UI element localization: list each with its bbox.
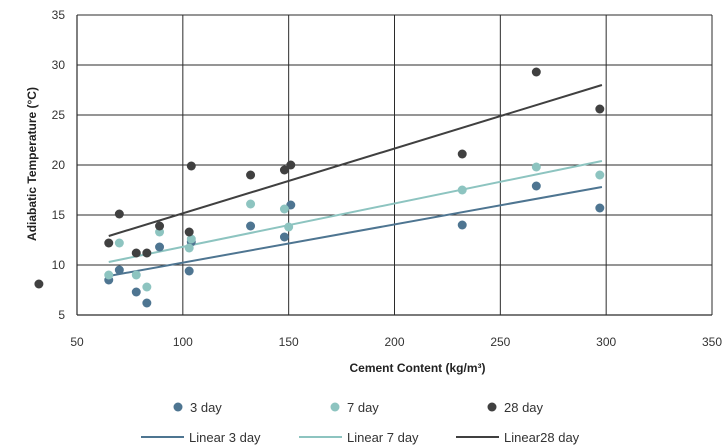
y-tick-label: 30 bbox=[52, 58, 66, 72]
data-point bbox=[286, 160, 296, 170]
data-point bbox=[131, 248, 141, 258]
y-tick-label: 15 bbox=[52, 208, 66, 222]
x-tick-label: 250 bbox=[490, 335, 510, 349]
data-point bbox=[184, 243, 194, 253]
data-point bbox=[246, 170, 256, 180]
tick-labels: 50 100 150 200 250 300 350 5 10 15 20 25 30 35 bbox=[52, 8, 723, 349]
y-tick-label: 25 bbox=[52, 108, 66, 122]
data-point bbox=[131, 287, 141, 297]
data-point bbox=[142, 282, 152, 292]
axes bbox=[76, 15, 712, 316]
data-point bbox=[246, 221, 256, 231]
data-point bbox=[155, 242, 165, 252]
data-point bbox=[246, 199, 256, 209]
data-point bbox=[186, 234, 196, 244]
y-tick-label: 10 bbox=[52, 258, 66, 272]
data-point bbox=[595, 170, 605, 180]
data-points bbox=[34, 67, 605, 308]
data-point bbox=[531, 67, 541, 77]
x-tick-label: 350 bbox=[702, 335, 722, 349]
data-point bbox=[114, 265, 124, 275]
y-tick-label: 20 bbox=[52, 158, 66, 172]
legend: 3 day 7 day 28 day Linear 3 day Linear 7 day… bbox=[141, 400, 580, 445]
x-tick-label: 100 bbox=[173, 335, 193, 349]
grid bbox=[76, 14, 713, 316]
data-point bbox=[104, 270, 114, 280]
data-point bbox=[457, 149, 467, 159]
legend-label: 7 day bbox=[347, 400, 379, 415]
data-point bbox=[114, 238, 124, 248]
x-tick-label: 50 bbox=[70, 335, 84, 349]
data-point bbox=[184, 227, 194, 237]
x-tick-label: 200 bbox=[384, 335, 404, 349]
data-point bbox=[457, 220, 467, 230]
data-point bbox=[104, 238, 114, 248]
data-point bbox=[34, 279, 44, 289]
data-point bbox=[184, 266, 194, 276]
data-point bbox=[142, 298, 152, 308]
data-point bbox=[531, 181, 541, 191]
data-point bbox=[284, 222, 294, 232]
legend-marker bbox=[173, 402, 183, 412]
trendline bbox=[108, 186, 603, 277]
data-point bbox=[595, 104, 605, 114]
x-tick-label: 150 bbox=[279, 335, 299, 349]
y-tick-label: 5 bbox=[58, 308, 65, 322]
legend-label: Linear28 day bbox=[504, 430, 580, 445]
data-point bbox=[531, 162, 541, 172]
y-axis-title: Adiabatic Temperature (°C) bbox=[25, 87, 39, 241]
data-point bbox=[114, 209, 124, 219]
legend-marker bbox=[330, 402, 340, 412]
legend-label: Linear 3 day bbox=[189, 430, 261, 445]
data-point bbox=[142, 248, 152, 258]
x-axis-title: Cement Content (kg/m³) bbox=[350, 361, 486, 375]
data-point bbox=[155, 221, 165, 231]
y-tick-label: 35 bbox=[52, 8, 66, 22]
legend-label: 28 day bbox=[504, 400, 544, 415]
trendline bbox=[108, 84, 603, 237]
data-point bbox=[186, 161, 196, 171]
legend-label: 3 day bbox=[190, 400, 222, 415]
legend-label: Linear 7 day bbox=[347, 430, 419, 445]
data-point bbox=[279, 165, 289, 175]
data-point bbox=[279, 232, 289, 242]
data-point bbox=[131, 270, 141, 280]
data-point bbox=[457, 185, 467, 195]
legend-marker bbox=[487, 402, 497, 412]
x-tick-label: 300 bbox=[596, 335, 616, 349]
data-point bbox=[595, 203, 605, 213]
data-point bbox=[279, 204, 289, 214]
